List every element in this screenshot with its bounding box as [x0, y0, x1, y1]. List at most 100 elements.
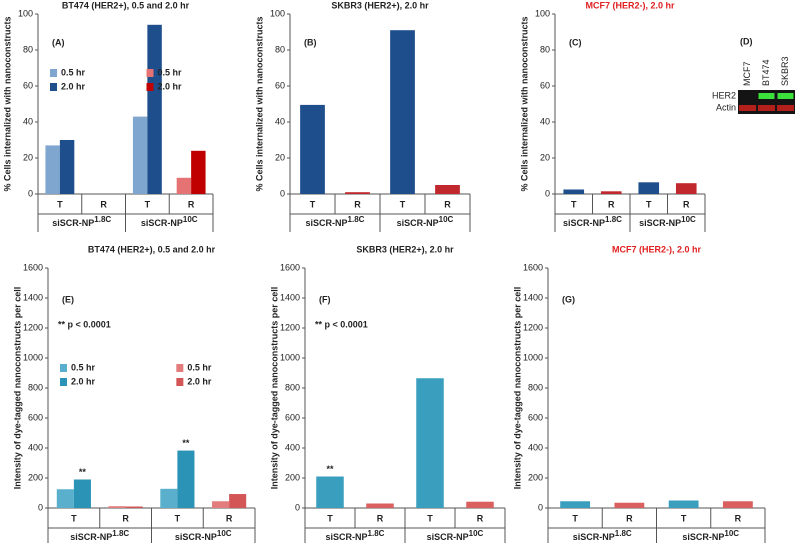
bar [108, 506, 126, 508]
bar [191, 150, 206, 194]
y-tick-label: 1000 [280, 352, 300, 362]
bar [345, 192, 370, 194]
y-axis-label: Intensity of dye-tagged nanoconstructs p… [512, 287, 522, 490]
y-axis-label: % Cells internalized with nanoconstructs [254, 16, 264, 191]
chart-title: SKBR3 (HER2+), 2.0 hr [356, 244, 454, 254]
group-name: siSCR-NP [682, 532, 724, 542]
y-tick-label: 20 [23, 152, 33, 162]
x-tick-label: R [226, 513, 233, 523]
bar [614, 502, 645, 508]
y-axis-label: % Cells internalized with nanoconstructs [2, 16, 12, 191]
bar [563, 189, 585, 194]
y-tick-label: 200 [285, 472, 300, 482]
legend-label: 0.5 hr [61, 67, 86, 77]
y-tick-label: 600 [285, 412, 300, 422]
legend-label: 2.0 hr [187, 376, 212, 386]
y-tick-label: 100 [535, 8, 550, 18]
legend-label: 0.5 hr [71, 362, 96, 372]
x-tick-label: R [377, 513, 384, 523]
x-tick-label: T [145, 199, 151, 209]
annotation: ** p < 0.0001 [315, 319, 368, 329]
bar [675, 183, 697, 194]
x-tick-label: T [400, 199, 406, 209]
group-label: siSCR-NP1.8C [52, 215, 111, 228]
y-tick-label: 0 [28, 188, 33, 198]
blot-band [738, 105, 757, 111]
legend-label: 2.0 hr [61, 81, 86, 91]
y-tick-label: 1600 [23, 262, 43, 272]
panel-label: (A) [52, 37, 65, 47]
group-sup: 1.8C [368, 529, 385, 538]
x-tick-label: R [100, 199, 107, 209]
bar [229, 494, 247, 508]
group-label: siSCR-NP10C [639, 215, 696, 228]
y-tick-label: 80 [540, 44, 550, 54]
bar [45, 145, 60, 194]
y-tick-label: 0 [545, 188, 550, 198]
y-tick-label: 60 [540, 80, 550, 90]
blot-band [777, 93, 794, 99]
x-tick-label: T [427, 513, 433, 523]
bar [366, 503, 394, 508]
y-tick-label: 1200 [280, 322, 300, 332]
group-sup: 10C [724, 529, 739, 538]
bar [59, 140, 75, 194]
chart-title: BT474 (HER2+), 0.5 and 2.0 hr [88, 244, 216, 254]
y-axis-label: Intensity of dye-tagged nanoconstructs p… [12, 287, 22, 490]
group-label: siSCR-NP1.8C [573, 529, 632, 542]
group-name: siSCR-NP [70, 532, 112, 542]
bar [390, 30, 415, 195]
panel-label: (D) [740, 36, 753, 46]
significance-label: ** [79, 467, 87, 477]
legend-swatch [146, 83, 154, 91]
y-tick-label: 600 [528, 412, 543, 422]
group-label: siSCR-NP10C [175, 529, 232, 542]
group-label: siSCR-NP10C [682, 529, 739, 542]
y-tick-label: 1000 [523, 352, 543, 362]
y-tick-label: 1200 [23, 322, 43, 332]
y-tick-label: 40 [23, 116, 33, 126]
y-tick-label: 80 [275, 44, 285, 54]
x-tick-label: T [327, 513, 333, 523]
group-label: siSCR-NP1.8C [306, 215, 365, 228]
group-sup: 1.8C [94, 215, 111, 224]
group-label: siSCR-NP10C [141, 215, 198, 228]
group-name: siSCR-NP [639, 218, 681, 228]
y-tick-label: 400 [528, 442, 543, 452]
group-sup: 1.8C [605, 215, 622, 224]
bar [300, 104, 325, 194]
bar [73, 479, 91, 508]
y-tick-label: 20 [275, 152, 285, 162]
legend-label: 2.0 hr [158, 81, 183, 91]
y-tick-label: 1400 [23, 292, 43, 302]
x-tick-label: T [310, 199, 316, 209]
lane-label: MCF7 [742, 62, 752, 87]
panel-label: (B) [304, 37, 317, 47]
legend-swatch [176, 364, 184, 372]
bar [668, 500, 699, 508]
y-tick-label: 200 [528, 472, 543, 482]
y-axis-label: % Cells internalized with nanoconstructs [519, 16, 529, 191]
y-tick-label: 1000 [23, 352, 43, 362]
x-tick-label: T [646, 199, 652, 209]
bar [132, 116, 148, 194]
significance-label: ** [326, 464, 334, 474]
bar [316, 476, 344, 508]
bar [600, 191, 622, 194]
y-tick-label: 60 [23, 80, 33, 90]
y-tick-label: 1600 [280, 262, 300, 272]
legend-swatch [60, 364, 67, 372]
annotation: ** p < 0.0001 [58, 319, 111, 329]
x-tick-label: R [444, 199, 451, 209]
y-tick-label: 200 [28, 472, 43, 482]
x-tick-label: R [683, 199, 690, 209]
group-sup: 10C [681, 215, 696, 224]
group-label: siSCR-NP10C [427, 529, 484, 542]
group-name: siSCR-NP [141, 218, 183, 228]
x-tick-label: T [71, 513, 77, 523]
y-tick-label: 0 [295, 502, 300, 512]
y-tick-label: 800 [528, 382, 543, 392]
bar [177, 450, 195, 508]
group-sup: 10C [469, 529, 484, 538]
